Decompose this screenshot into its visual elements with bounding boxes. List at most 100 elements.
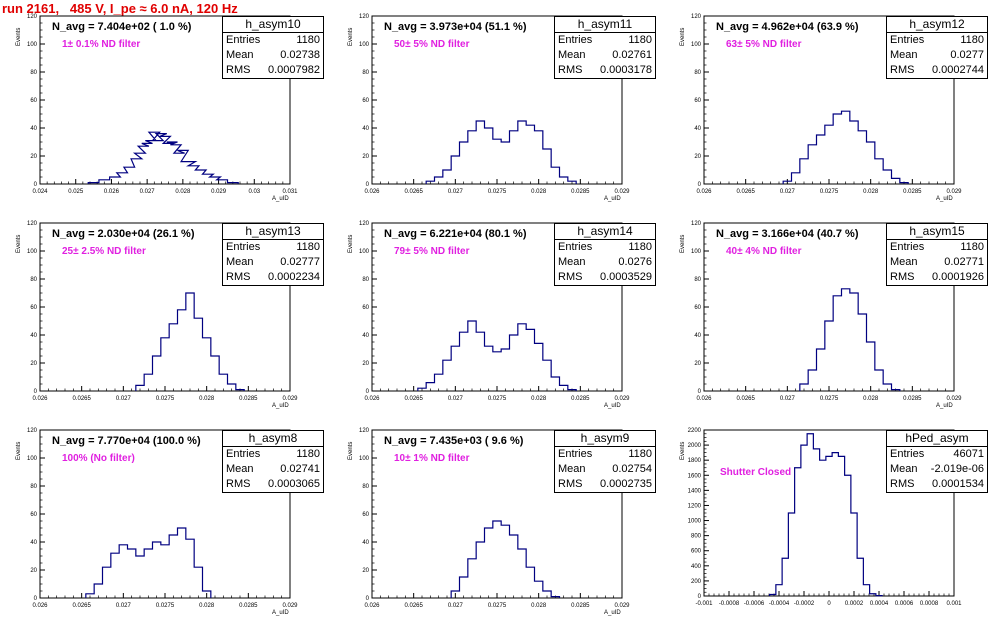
y-tick-label: 60 bbox=[362, 512, 369, 518]
stats-label: Entries bbox=[890, 241, 925, 253]
y-tick-label: 2200 bbox=[688, 428, 702, 434]
x-tick-label: 0.026 bbox=[32, 603, 48, 609]
n-avg-label: N_avg = 2.030e+04 (26.1 %) bbox=[52, 228, 195, 240]
x-tick-label: 0.0004 bbox=[870, 601, 889, 607]
stats-value: 0.0277 bbox=[950, 49, 984, 61]
stats-label: Mean bbox=[558, 256, 586, 268]
x-tick-label: 0.024 bbox=[32, 189, 48, 195]
x-tick-label: 0.029 bbox=[946, 396, 962, 402]
x-tick-label: 0.0285 bbox=[571, 189, 590, 195]
stats-box: h_asym14 Entries 1180 Mean 0.0276 RMS 0.000352… bbox=[554, 223, 656, 286]
stats-label: Entries bbox=[558, 34, 593, 46]
histogram-svg: -0.001 -0.0008 -0.0006 -0.0004 -0.0002 0 0.000… bbox=[688, 428, 963, 607]
x-tick-label: 0.0265 bbox=[72, 603, 91, 609]
stats-row-rms: RMS 0.0003065 bbox=[223, 477, 323, 492]
stats-value: 0.02741 bbox=[280, 463, 320, 475]
y-tick-label: 40 bbox=[694, 126, 701, 132]
y-tick-label: 1000 bbox=[688, 519, 702, 525]
stats-value: 0.0003065 bbox=[268, 478, 320, 490]
stats-value: 0.0002234 bbox=[268, 271, 320, 283]
y-tick-label: 40 bbox=[362, 540, 369, 546]
y-tick-label: 100 bbox=[691, 249, 702, 255]
y-tick-label: 20 bbox=[30, 154, 37, 160]
x-axis-label: A_uID bbox=[936, 196, 953, 202]
stats-row-mean: Mean 0.02738 bbox=[223, 48, 323, 63]
histogram-line bbox=[135, 292, 245, 391]
x-axis-label: A_uID bbox=[604, 610, 621, 616]
histogram-pad-h_asym10: 0.024 0.025 0.026 0.027 0.028 0.029 0.03 0.031 0… bbox=[0, 4, 332, 211]
y-tick-label: 20 bbox=[362, 361, 369, 367]
y-tick-label: 120 bbox=[27, 14, 38, 20]
histogram-name: h_asym11 bbox=[555, 17, 655, 33]
x-tick-label: 0.0265 bbox=[404, 603, 423, 609]
stats-label: Entries bbox=[890, 448, 925, 460]
x-tick-label: 0.0265 bbox=[404, 396, 423, 402]
stats-value: 1180 bbox=[960, 34, 984, 46]
histogram-name: h_asym8 bbox=[223, 431, 323, 447]
histogram-svg: 0.026 0.0265 0.027 0.0275 0.028 0.0285 0.029 0 2… bbox=[359, 14, 630, 195]
x-tick-label: 0.027 bbox=[448, 396, 464, 402]
y-tick-label: 120 bbox=[359, 428, 370, 434]
filter-label: 25± 2.5% ND filter bbox=[62, 246, 146, 257]
x-tick-label: 0.03 bbox=[248, 189, 260, 195]
x-axis-label: A_uID bbox=[272, 403, 289, 409]
stats-value: 0.0001534 bbox=[932, 478, 984, 490]
x-tick-label: 0.0265 bbox=[736, 189, 755, 195]
x-tick-label: 0.027 bbox=[140, 189, 156, 195]
x-tick-label: 0.0275 bbox=[156, 396, 175, 402]
y-tick-label: 100 bbox=[27, 42, 38, 48]
stats-label: RMS bbox=[558, 64, 583, 76]
y-axis-label: Events bbox=[680, 441, 686, 460]
x-tick-label: 0.0008 bbox=[920, 601, 939, 607]
histogram-line bbox=[769, 433, 883, 597]
x-tick-label: 0.026 bbox=[364, 603, 380, 609]
stats-row-mean: Mean 0.02754 bbox=[555, 462, 655, 477]
stats-row-mean: Mean 0.02761 bbox=[555, 48, 655, 63]
n-avg-label: N_avg = 7.404e+02 ( 1.0 %) bbox=[52, 21, 192, 33]
y-tick-label: 1800 bbox=[688, 458, 702, 464]
stats-value: 0.0003178 bbox=[600, 64, 652, 76]
filter-label: 50± 5% ND filter bbox=[394, 39, 470, 50]
stats-label: Mean bbox=[890, 49, 918, 61]
x-tick-label: -0.0004 bbox=[769, 601, 790, 607]
stats-box: hPed_asym Entries 46071 Mean -2.019e-06 RMS 0.… bbox=[886, 430, 988, 493]
filter-label: 1± 0.1% ND filter bbox=[62, 39, 141, 50]
x-tick-label: 0.027 bbox=[116, 603, 132, 609]
y-tick-label: 80 bbox=[30, 277, 37, 283]
stats-label: Mean bbox=[890, 463, 918, 475]
x-tick-label: 0.026 bbox=[364, 189, 380, 195]
n-avg-label: N_avg = 6.221e+04 (80.1 %) bbox=[384, 228, 527, 240]
stats-value: 1180 bbox=[296, 241, 320, 253]
stats-box: h_asym12 Entries 1180 Mean 0.0277 RMS 0.000274… bbox=[886, 16, 988, 79]
stats-row-entries: Entries 1180 bbox=[555, 447, 655, 462]
histogram-pad-h_asym9: 0.026 0.0265 0.027 0.0275 0.028 0.0285 0.029 0 2… bbox=[332, 418, 664, 625]
x-tick-label: 0.0285 bbox=[239, 396, 258, 402]
histogram-name: h_asym15 bbox=[887, 224, 987, 240]
y-tick-label: 600 bbox=[691, 549, 702, 555]
x-axis-label: A_uID bbox=[604, 196, 621, 202]
y-tick-label: 0 bbox=[34, 596, 38, 602]
x-tick-label: 0.026 bbox=[364, 396, 380, 402]
stats-value: 0.0001926 bbox=[932, 271, 984, 283]
histogram-pad-hPed_asym: -0.001 -0.0008 -0.0006 -0.0004 -0.0002 0 0.000… bbox=[664, 418, 996, 625]
y-tick-label: 80 bbox=[30, 70, 37, 76]
histogram-name: hPed_asym bbox=[887, 431, 987, 447]
x-tick-label: 0.0275 bbox=[488, 189, 507, 195]
stats-row-entries: Entries 1180 bbox=[223, 447, 323, 462]
y-tick-label: 0 bbox=[34, 389, 38, 395]
histogram-line bbox=[425, 120, 577, 184]
stats-label: Entries bbox=[226, 34, 261, 46]
x-tick-label: 0.027 bbox=[780, 189, 796, 195]
x-tick-label: 0.027 bbox=[780, 396, 796, 402]
stats-value: 0.02754 bbox=[612, 463, 652, 475]
y-tick-label: 120 bbox=[691, 221, 702, 227]
y-tick-label: 100 bbox=[359, 456, 370, 462]
y-tick-label: 120 bbox=[27, 221, 38, 227]
y-tick-label: 1400 bbox=[688, 488, 702, 494]
x-tick-label: 0.027 bbox=[116, 396, 132, 402]
y-tick-label: 20 bbox=[362, 154, 369, 160]
stats-row-rms: RMS 0.0003178 bbox=[555, 63, 655, 78]
x-axis-label: A_uID bbox=[604, 403, 621, 409]
x-tick-label: 0.0275 bbox=[820, 189, 839, 195]
x-tick-label: 0.026 bbox=[696, 189, 712, 195]
